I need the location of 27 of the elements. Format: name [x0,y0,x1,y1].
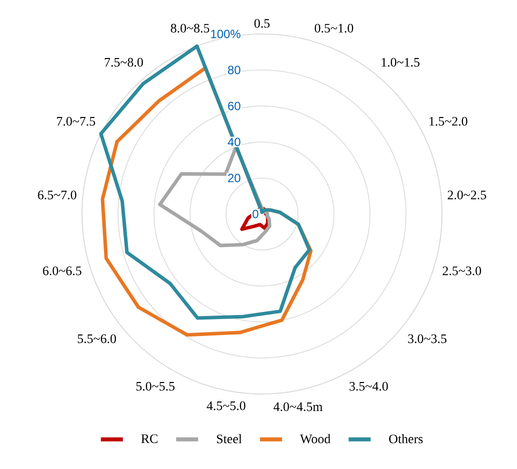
spoke-label: 3.0~3.5 [408,334,446,344]
y-tick-label: 20 [228,174,240,182]
spoke-label: 2.0~2.5 [448,190,486,200]
spoke-label: 0.5~1.0 [314,24,354,33]
y-tick-label: 40 [228,138,240,146]
spoke-label: 4.5~5.0 [206,401,246,410]
spoke-label: 5.0~5.5 [136,382,175,391]
y-tick-label: 60 [228,102,240,110]
y-tick-label: 80 [228,66,240,74]
legend-label: Steel [216,434,242,444]
spoke-label: 4.0~4.5m [274,402,323,412]
legend-label: Wood [300,434,330,444]
spoke-label: 7.5~8.0 [104,58,143,67]
spoke-label: 2.5~3.0 [442,266,482,276]
spoke-label: 6.5~7.0 [38,190,76,200]
legend-label: RC [141,434,158,444]
spoke-label: 0.5 [254,18,270,28]
spoke-label: 3.5~4.0 [350,382,388,391]
y-tick-label: 100% [211,30,240,38]
spoke-label: 5.5~6.0 [78,334,116,344]
spoke-label: 7.0~7.5 [57,116,96,126]
y-tick-label: 0 [252,210,258,218]
spoke-label: 1.5~2.0 [430,116,468,126]
spoke-label: 1.0~1.5 [382,58,420,67]
spoke-label: 6.0~6.5 [43,266,82,276]
spoke-label: 8.0~8.5 [170,24,210,33]
legend-label: Others [389,434,423,444]
